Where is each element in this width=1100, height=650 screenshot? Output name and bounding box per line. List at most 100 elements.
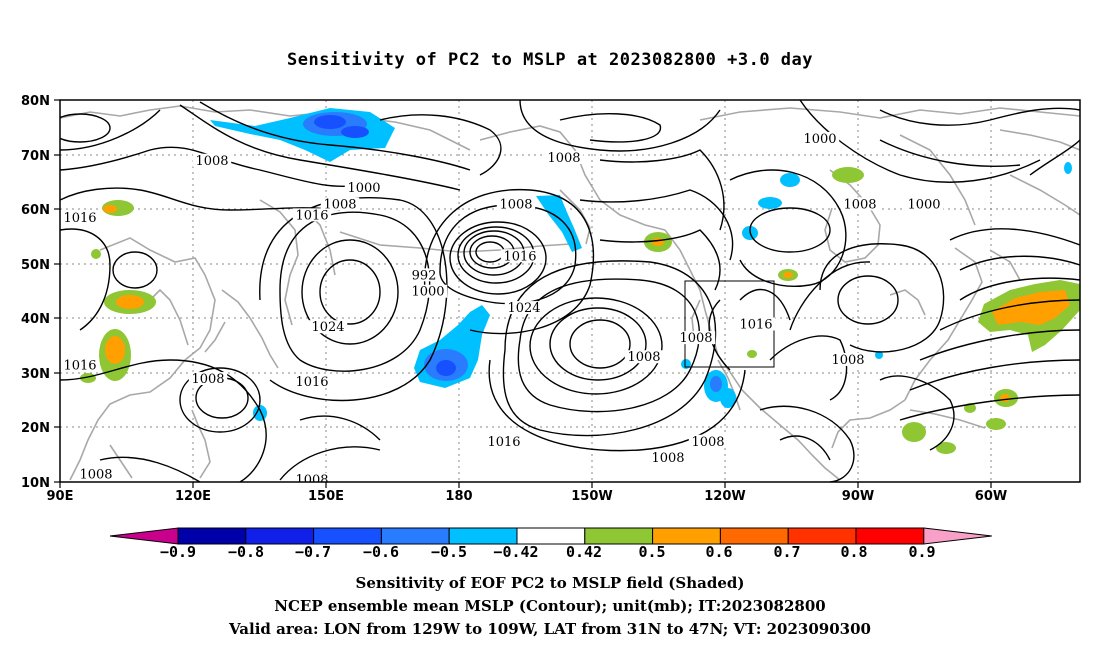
colorbar-bin <box>380 527 450 545</box>
contour-label-bg <box>484 434 524 448</box>
colorbar-bin <box>652 527 721 545</box>
contour-label: 1000 <box>907 197 940 212</box>
contour-label-bg <box>544 151 584 165</box>
contour-label: 1024 <box>311 320 344 335</box>
colorbar-label: 0.9 <box>908 543 935 561</box>
lon-label: 180 <box>445 489 472 504</box>
contour-label: 1008 <box>79 468 112 483</box>
contour-label-bg <box>60 211 100 225</box>
lat-label: 40N <box>21 312 50 327</box>
colorbar-bin <box>516 527 586 545</box>
contour-label-bg <box>828 352 868 366</box>
colorbar-label: −0.7 <box>295 543 331 561</box>
contour-label-bg <box>624 350 664 364</box>
contour-label-bg <box>840 197 880 211</box>
contour-label-bg <box>344 181 384 195</box>
contour-label-bg <box>320 197 360 211</box>
contour-label-bg <box>292 473 332 482</box>
colorbar-label: −0.6 <box>363 543 399 561</box>
colorbar-bin <box>448 527 518 545</box>
contour-label-bg <box>496 197 536 211</box>
lat-label: 20N <box>21 421 50 436</box>
footer-line-3: Valid area: LON from 129W to 109W, LAT f… <box>229 620 871 638</box>
colorbar-label: −0.42 <box>493 543 538 561</box>
footer-line-2: NCEP ensemble mean MSLP (Contour); unit(… <box>274 597 826 615</box>
contour-label-bg <box>292 208 332 222</box>
contour-label-bg <box>408 284 448 298</box>
contour-label: 1016 <box>503 249 536 264</box>
lat-label: 80N <box>21 94 50 109</box>
contour-label: 1008 <box>195 154 228 169</box>
mslp-contours <box>60 100 1080 482</box>
lon-label: 150E <box>308 489 344 504</box>
contour-label: 1000 <box>347 181 380 196</box>
contour-label-bg <box>736 317 776 331</box>
contour-label-bg <box>648 451 688 465</box>
colorbar-label: −0.5 <box>431 543 467 561</box>
colorbar-label: −0.9 <box>160 543 196 561</box>
contour-label: 1008 <box>295 473 328 488</box>
colorbar <box>109 527 992 545</box>
contour-label-bg <box>292 374 332 388</box>
lon-label: 120E <box>175 489 211 504</box>
contour-label-bg <box>904 197 944 211</box>
colorbar-low-end <box>109 527 179 545</box>
contour-label: 1008 <box>547 151 580 166</box>
contour-label: 1008 <box>627 350 660 365</box>
lat-label: 70N <box>21 149 50 164</box>
lon-label: 150W <box>571 489 612 504</box>
contour-label-bg <box>76 467 116 481</box>
contour-label: 1016 <box>295 375 328 390</box>
colorbar-label: 0.7 <box>773 543 800 561</box>
contour-label-bg <box>676 331 716 345</box>
lat-label: 30N <box>21 367 50 382</box>
contour-label: 1000 <box>803 132 836 147</box>
contour-label: 1008 <box>499 197 532 212</box>
contour-label: 1016 <box>739 317 772 332</box>
shading-negative <box>210 108 1072 421</box>
footer-line-1: Sensitivity of EOF PC2 to MSLP field (Sh… <box>355 574 745 592</box>
colorbar-high-end <box>923 527 992 545</box>
colorbar-bin <box>313 527 382 545</box>
contour-label-bg <box>308 320 348 334</box>
contour-label-bg <box>500 249 540 263</box>
contour-label: 1024 <box>507 301 540 316</box>
contour-label: 1008 <box>831 353 864 368</box>
colorbar-bin <box>245 527 315 545</box>
lat-label: 50N <box>21 258 50 273</box>
contour-label: 1008 <box>679 331 712 346</box>
colorbar-bin <box>719 527 789 545</box>
colorbar-bin <box>787 527 857 545</box>
lon-label: 90E <box>47 489 74 504</box>
colorbar-bin <box>177 527 247 545</box>
contour-label-bg <box>188 372 228 386</box>
lon-label: 60W <box>975 489 1007 504</box>
colorbar-label: −0.8 <box>228 543 264 561</box>
colorbar-labels: −0.9 −0.8 −0.7 −0.6 −0.5 −0.42 0.42 0.5 … <box>160 543 936 561</box>
lat-label: 10N <box>21 476 50 491</box>
contour-label: 1008 <box>651 451 684 466</box>
coastlines <box>60 105 1080 481</box>
latitude-labels: 80N 70N 60N 50N 40N 30N 20N 10N <box>21 94 50 491</box>
lon-label: 90W <box>842 489 874 504</box>
contour-label: 1016 <box>295 208 328 223</box>
contour-label: 1016 <box>63 211 96 226</box>
shading-positive <box>80 167 1080 454</box>
chart-title: Sensitivity of PC2 to MSLP at 2023082800… <box>286 50 813 70</box>
contour-label-bg <box>409 268 439 282</box>
contour-label: 1016 <box>487 435 520 450</box>
colorbar-bin <box>584 527 654 545</box>
colorbar-label: 0.8 <box>840 543 867 561</box>
contour-label: 1008 <box>323 197 356 212</box>
axis-ticks <box>54 99 992 488</box>
colorbar-label: 0.5 <box>638 543 665 561</box>
contour-label: 1000 <box>411 285 444 300</box>
lon-label: 120W <box>704 489 745 504</box>
colorbar-bin <box>855 527 925 545</box>
lat-label: 60N <box>21 203 50 218</box>
contour-label-bg <box>800 131 840 145</box>
contour-label-bg <box>60 358 100 372</box>
colorbar-label: 0.42 <box>566 543 602 561</box>
